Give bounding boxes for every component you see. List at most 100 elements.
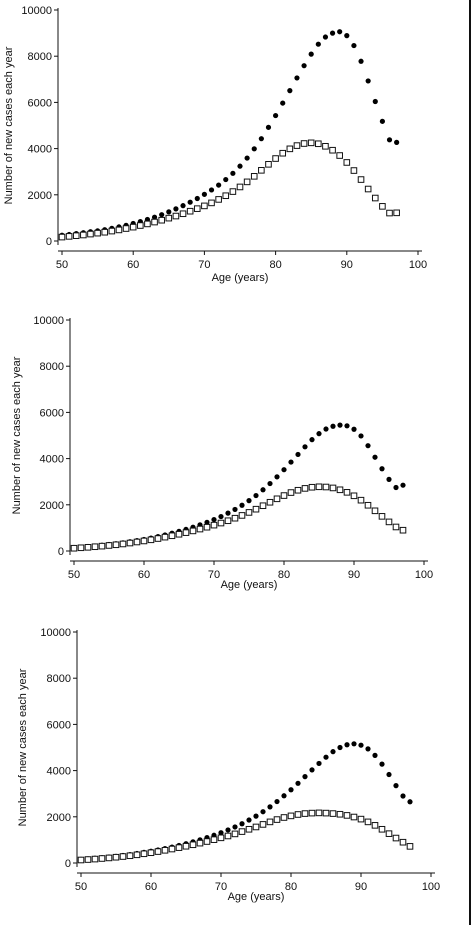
data-point-open-square: [329, 810, 337, 817]
data-point-filled: [267, 804, 273, 810]
data-point-filled: [309, 767, 315, 773]
data-point-open-square: [137, 222, 144, 229]
data-point-open-square: [65, 233, 73, 240]
data-point-open-square: [105, 542, 113, 549]
data-point-open-square: [350, 813, 358, 821]
data-point-open-square: [172, 212, 180, 220]
data-point-filled: [386, 476, 392, 482]
data-point-filled: [166, 209, 172, 215]
data-point-open-square: [210, 836, 218, 843]
y-tick-label: 4000: [47, 766, 71, 778]
data-point-filled: [393, 783, 399, 789]
data-point-filled: [194, 195, 200, 202]
data-point-open-square: [147, 536, 155, 544]
data-point-filled: [316, 431, 322, 437]
data-point-open-square: [196, 839, 204, 847]
data-point-open-square: [266, 498, 274, 506]
y-tick-label: 4000: [40, 454, 64, 466]
data-point-open-square: [147, 849, 155, 857]
data-point-open-square: [252, 823, 260, 831]
data-point-open-square: [94, 229, 101, 237]
data-point-filled: [294, 75, 300, 81]
data-point-open-square: [175, 530, 183, 538]
data-point-open-square: [210, 521, 218, 529]
data-point-open-square: [77, 544, 85, 552]
data-point-open-square: [336, 810, 344, 818]
data-point-filled: [351, 741, 357, 747]
data-point-filled: [239, 502, 245, 508]
data-point-open-square: [350, 492, 358, 500]
data-point-open-square: [58, 233, 66, 241]
data-point-filled: [288, 787, 294, 793]
data-point-open-square: [272, 155, 279, 162]
data-point-open-square: [217, 834, 225, 842]
data-point-filled: [351, 42, 357, 49]
data-point-open-square: [168, 532, 176, 540]
y-tick-label: 6000: [28, 97, 52, 109]
y-tick-label: 2000: [40, 500, 64, 512]
data-point-open-square: [329, 146, 336, 154]
x-tick-label: 100: [415, 569, 433, 581]
data-point-filled: [287, 88, 293, 94]
data-point-filled: [274, 474, 280, 480]
data-point-open-square: [168, 845, 176, 853]
data-point-filled: [216, 182, 222, 188]
x-tick-label: 90: [341, 259, 353, 271]
data-point-open-square: [161, 846, 169, 854]
data-point-open-square: [294, 486, 302, 494]
series-2-open-square: [77, 809, 414, 864]
data-point-filled: [344, 423, 350, 429]
data-point-open-square: [259, 502, 267, 510]
data-point-filled: [187, 199, 193, 205]
y-tick-label: 4000: [28, 144, 52, 156]
data-point-open-square: [84, 544, 92, 551]
data-point-open-square: [236, 183, 244, 191]
data-point-open-square: [301, 810, 309, 817]
data-point-filled: [309, 437, 315, 443]
data-point-filled: [407, 799, 413, 805]
data-point-open-square: [133, 538, 141, 546]
data-point-open-square: [154, 848, 162, 855]
data-point-open-square: [385, 518, 393, 526]
data-point-filled: [295, 451, 301, 458]
data-point-open-square: [112, 541, 120, 549]
data-point-open-square: [115, 226, 123, 234]
data-point-open-square: [126, 852, 134, 860]
data-point-filled: [237, 163, 243, 169]
data-point-open-square: [266, 818, 274, 826]
data-point-filled: [180, 203, 186, 209]
data-point-filled: [379, 118, 385, 124]
y-tick-label: 0: [65, 858, 71, 870]
data-point-open-square: [87, 230, 94, 238]
data-point-open-square: [322, 809, 330, 817]
data-point-filled: [232, 506, 238, 513]
data-point-filled: [400, 482, 406, 488]
data-point-open-square: [399, 526, 407, 534]
data-point-open-square: [392, 523, 400, 531]
data-point-open-square: [287, 812, 295, 820]
data-point-filled: [323, 754, 329, 760]
data-point-open-square: [322, 142, 329, 150]
data-point-filled: [358, 742, 364, 748]
data-point-open-square: [393, 209, 400, 217]
series-2-open-square: [58, 139, 400, 241]
x-tick-label: 50: [75, 881, 87, 893]
data-point-open-square: [357, 815, 365, 823]
data-point-open-square: [245, 825, 253, 833]
data-point-open-square: [343, 159, 351, 166]
x-tick-label: 80: [285, 881, 297, 893]
data-point-filled: [265, 124, 272, 130]
data-point-open-square: [112, 853, 120, 861]
data-point-open-square: [140, 537, 148, 545]
series-2-open-square: [70, 483, 407, 552]
data-point-filled: [260, 809, 266, 815]
data-point-filled: [372, 454, 378, 460]
data-point-open-square: [201, 202, 208, 210]
data-point-open-square: [357, 176, 365, 183]
data-point-open-square: [250, 173, 258, 180]
data-point-open-square: [224, 517, 232, 525]
data-point-open-square: [379, 203, 386, 210]
data-point-open-square: [126, 539, 134, 547]
data-point-open-square: [222, 192, 230, 200]
